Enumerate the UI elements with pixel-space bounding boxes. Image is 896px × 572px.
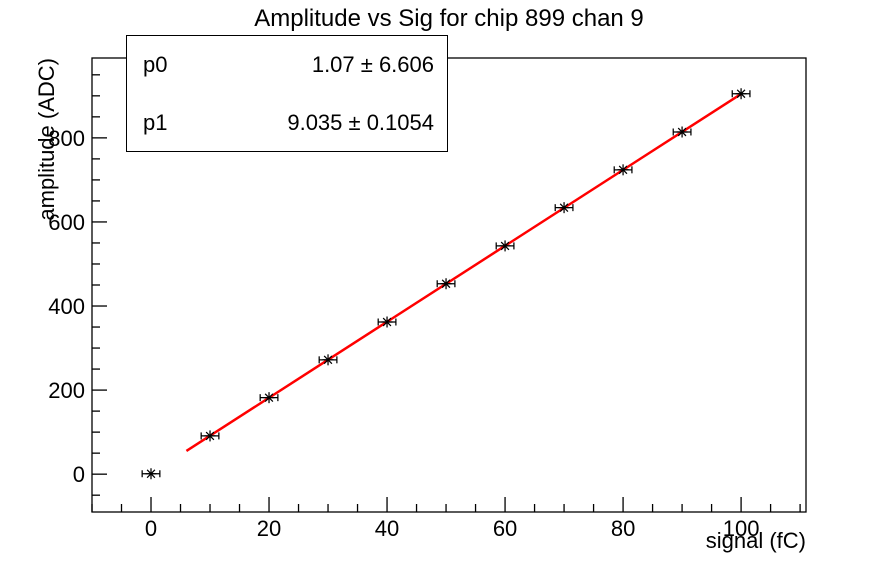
y-tick-label: 600 [48, 210, 85, 235]
y-tick-label: 200 [48, 378, 85, 403]
asterisk-arm [559, 203, 569, 212]
asterisk-arm [205, 431, 215, 441]
stats-row-p1: p1 9.035 ± 0.1054 [127, 94, 447, 152]
data-point [141, 468, 161, 480]
x-tick-label: 0 [145, 516, 157, 541]
asterisk-arm [323, 355, 333, 365]
fit-param-name: p1 [143, 110, 168, 135]
fit-stats-box: p0 1.07 ± 6.606 p1 9.035 ± 0.1054 [126, 35, 448, 152]
data-point [436, 278, 456, 290]
x-axis: 0 20 40 60 80 100 [91, 497, 801, 541]
x-tick-label: 80 [611, 516, 635, 541]
asterisk-arm [618, 165, 628, 175]
x-tick-label: 40 [375, 516, 399, 541]
data-point [613, 164, 633, 176]
x-tick-label: 60 [493, 516, 517, 541]
asterisk-arm [736, 89, 746, 99]
data-point [259, 392, 279, 404]
asterisk-arm [500, 241, 510, 251]
y-tick-label: 0 [73, 462, 85, 487]
data-point [731, 88, 751, 100]
data-point [495, 240, 515, 252]
fit-param-value: 1.07 ± 6.606 [311, 52, 434, 77]
x-tick-label: 100 [723, 516, 760, 541]
fit-param-name: p0 [143, 52, 168, 77]
stats-row-p0: p0 1.07 ± 6.606 [127, 36, 447, 94]
asterisk-arm [677, 127, 687, 137]
asterisk-arm [146, 469, 156, 479]
data-point [672, 126, 692, 138]
asterisk-arm [382, 317, 392, 327]
data-point [554, 202, 574, 214]
fit-param-value: 9.035 ± 0.1054 [287, 110, 434, 135]
y-axis: 0 200 400 600 800 [48, 74, 107, 496]
y-tick-label: 800 [48, 126, 85, 151]
fit-line [185, 92, 742, 452]
data-point [318, 354, 338, 366]
y-tick-label: 400 [48, 294, 85, 319]
data-point [377, 316, 397, 328]
x-tick-label: 20 [257, 516, 281, 541]
y-axis-title: amplitude (ADC) [34, 58, 59, 221]
asterisk-arm [441, 279, 451, 289]
chart-title: Amplitude vs Sig for chip 899 chan 9 [254, 5, 644, 32]
asterisk-arm [264, 393, 274, 402]
data-point [200, 430, 220, 442]
x-axis-title: signal (fC) [705, 528, 806, 553]
